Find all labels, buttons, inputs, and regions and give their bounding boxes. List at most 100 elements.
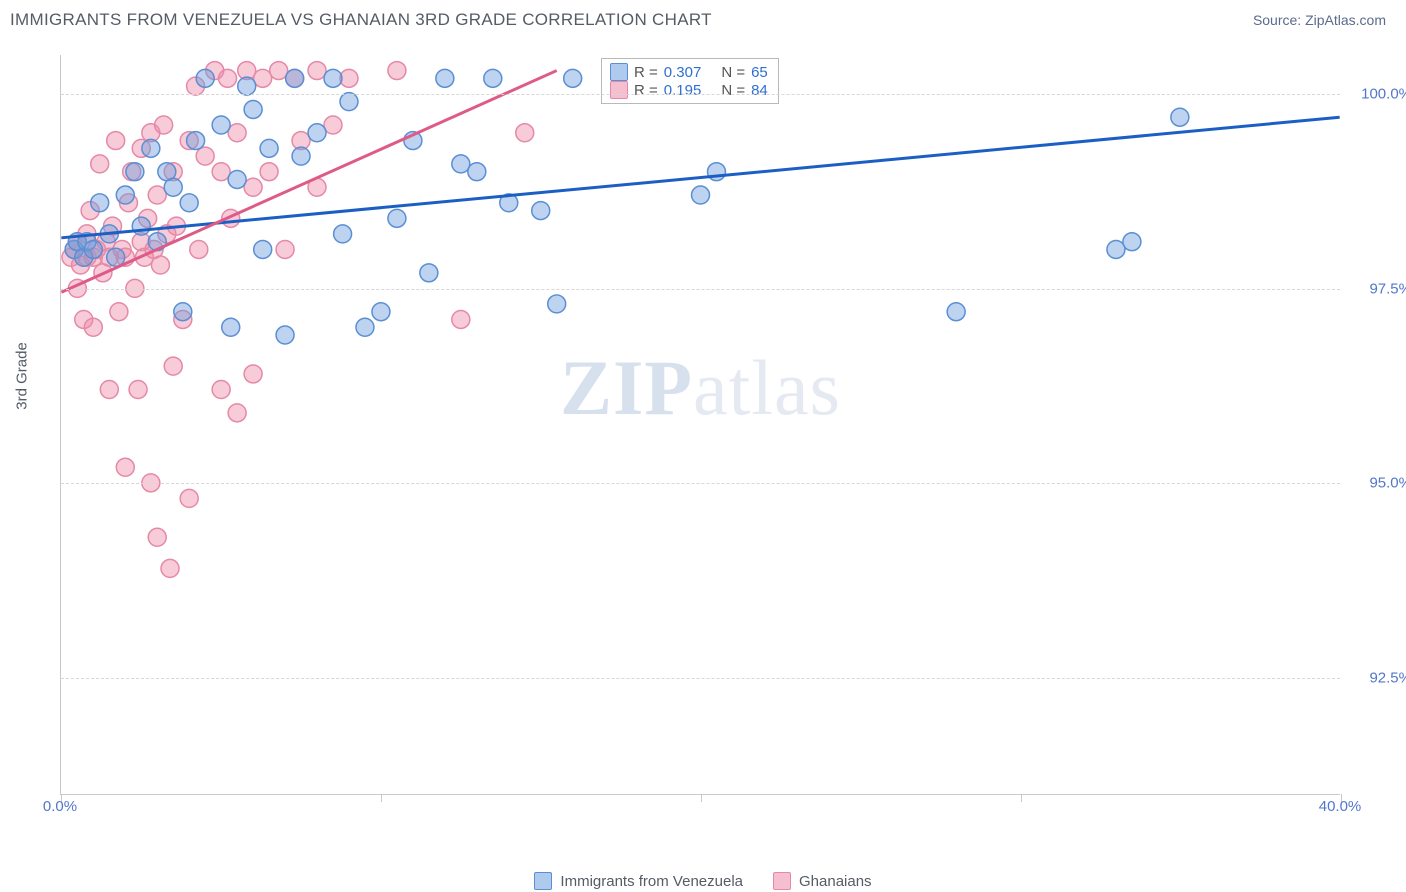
scatter-point: [1107, 240, 1125, 258]
scatter-point: [164, 178, 182, 196]
scatter-point: [91, 194, 109, 212]
scatter-point: [142, 139, 160, 157]
scatter-point: [270, 62, 288, 80]
legend-label: Immigrants from Venezuela: [560, 873, 743, 890]
scatter-point: [947, 303, 965, 321]
scatter-point: [212, 381, 230, 399]
scatter-point: [212, 163, 230, 181]
scatter-point: [196, 69, 214, 87]
scatter-point: [468, 163, 486, 181]
scatter-point: [190, 240, 208, 258]
scatter-point: [254, 240, 272, 258]
scatter-point: [129, 381, 147, 399]
scatter-point: [180, 489, 198, 507]
scatter-point: [484, 69, 502, 87]
scatter-point: [324, 116, 342, 134]
scatter-point: [116, 186, 134, 204]
chart-container: 3rd Grade ZIPatlas R = 0.307N = 65R = 0.…: [40, 50, 1390, 820]
trend-line: [61, 71, 556, 293]
scatter-point: [324, 69, 342, 87]
scatter-point: [532, 202, 550, 220]
scatter-point: [164, 357, 182, 375]
scatter-point: [196, 147, 214, 165]
y-axis-label: 3rd Grade: [14, 342, 31, 410]
scatter-point: [308, 124, 326, 142]
scatter-point: [228, 404, 246, 422]
scatter-point: [126, 163, 144, 181]
x-tick-label-left: 0.0%: [43, 798, 77, 815]
x-tick-label-right: 40.0%: [1319, 798, 1362, 815]
x-axis-labels: 0.0% 40.0%: [60, 798, 1340, 828]
scatter-svg: [61, 55, 1340, 794]
stats-legend-row: R = 0.307N = 65: [610, 63, 768, 81]
y-tick-label: 92.5%: [1352, 670, 1406, 687]
gridline: [61, 94, 1340, 95]
scatter-point: [219, 69, 237, 87]
scatter-point: [187, 132, 205, 150]
plot-area: ZIPatlas R = 0.307N = 65R = 0.195N = 84 …: [60, 55, 1340, 795]
scatter-point: [260, 163, 278, 181]
bottom-legend-item: Immigrants from Venezuela: [534, 872, 743, 890]
scatter-point: [356, 318, 374, 336]
scatter-point: [244, 178, 262, 196]
scatter-point: [91, 155, 109, 173]
scatter-point: [116, 458, 134, 476]
scatter-point: [420, 264, 438, 282]
scatter-point: [107, 132, 125, 150]
scatter-point: [254, 69, 272, 87]
scatter-point: [334, 225, 352, 243]
y-tick-label: 100.0%: [1352, 85, 1406, 102]
bottom-legend: Immigrants from Venezuela Ghanaians: [0, 872, 1406, 890]
scatter-point: [388, 209, 406, 227]
scatter-point: [151, 256, 169, 274]
header: IMMIGRANTS FROM VENEZUELA VS GHANAIAN 3R…: [0, 0, 1406, 40]
source-label: Source: ZipAtlas.com: [1253, 12, 1386, 28]
scatter-point: [516, 124, 534, 142]
scatter-point: [548, 295, 566, 313]
scatter-point: [180, 194, 198, 212]
bottom-legend-item: Ghanaians: [773, 872, 872, 890]
scatter-point: [212, 116, 230, 134]
legend-label: Ghanaians: [799, 873, 872, 890]
scatter-point: [340, 93, 358, 111]
scatter-point: [372, 303, 390, 321]
gridline: [61, 483, 1340, 484]
gridline: [61, 289, 1340, 290]
scatter-point: [1171, 108, 1189, 126]
stats-legend-row: R = 0.195N = 84: [610, 81, 768, 99]
y-tick-label: 97.5%: [1352, 280, 1406, 297]
scatter-point: [292, 147, 310, 165]
scatter-point: [276, 326, 294, 344]
scatter-point: [132, 217, 150, 235]
scatter-point: [244, 100, 262, 118]
scatter-point: [148, 528, 166, 546]
legend-swatch-icon: [534, 872, 552, 890]
scatter-point: [244, 365, 262, 383]
scatter-point: [148, 186, 166, 204]
legend-swatch-icon: [610, 63, 628, 81]
scatter-point: [110, 303, 128, 321]
scatter-point: [260, 139, 278, 157]
scatter-point: [238, 77, 256, 95]
scatter-point: [692, 186, 710, 204]
scatter-point: [452, 155, 470, 173]
scatter-point: [228, 170, 246, 188]
scatter-point: [100, 381, 118, 399]
scatter-point: [388, 62, 406, 80]
stats-legend: R = 0.307N = 65R = 0.195N = 84: [601, 58, 779, 104]
scatter-point: [222, 318, 240, 336]
scatter-point: [1123, 233, 1141, 251]
y-tick-label: 95.0%: [1352, 475, 1406, 492]
scatter-point: [155, 116, 173, 134]
scatter-point: [84, 318, 102, 336]
scatter-point: [308, 62, 326, 80]
legend-swatch-icon: [610, 81, 628, 99]
scatter-point: [174, 303, 192, 321]
scatter-point: [228, 124, 246, 142]
scatter-point: [286, 69, 304, 87]
scatter-point: [564, 69, 582, 87]
chart-title: IMMIGRANTS FROM VENEZUELA VS GHANAIAN 3R…: [10, 10, 712, 30]
scatter-point: [276, 240, 294, 258]
scatter-point: [452, 310, 470, 328]
legend-swatch-icon: [773, 872, 791, 890]
